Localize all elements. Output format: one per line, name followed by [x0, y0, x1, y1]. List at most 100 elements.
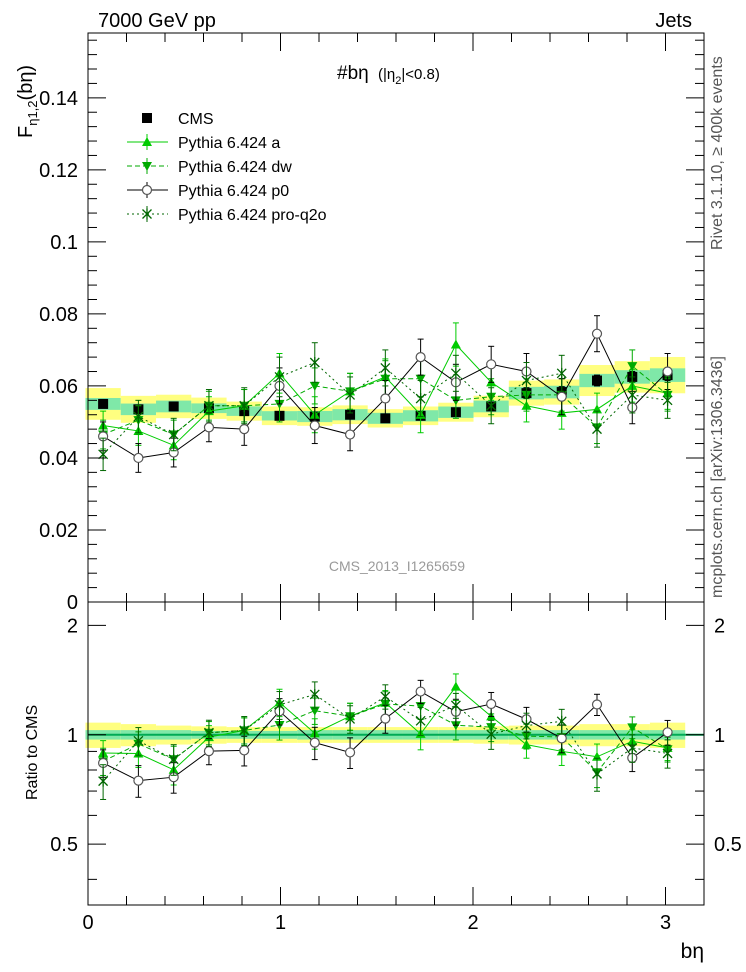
series-2-ratio-point [309, 706, 320, 716]
series-4-ratio [98, 681, 673, 800]
ratio-y-tick-label: 1 [67, 725, 78, 747]
series-0-main-point [168, 401, 179, 412]
series-3-main-point [380, 393, 391, 404]
main-y-axis-label: Fη1,2(bη) [15, 65, 40, 138]
series-4-ratio-point [662, 747, 673, 759]
series-4-main-point [203, 400, 214, 412]
ratio-y-tick-label-right: 2 [714, 615, 725, 637]
main-y-tick-label: 0.08 [39, 304, 78, 326]
series-3-ratio-point [662, 727, 673, 738]
main-y-axis-label-post: (bη) [15, 65, 37, 101]
series-4-main-point [627, 389, 638, 401]
series-0-main-point [380, 413, 391, 424]
series-1-main-point [450, 339, 461, 349]
series-3-main-point [133, 452, 144, 464]
series-3-main-point [556, 391, 567, 402]
plot-title-main: #bη [337, 63, 369, 84]
series-4-ratio-point [450, 699, 461, 711]
series-3-main-point [591, 328, 603, 339]
x-axis-label: bη [681, 940, 704, 963]
ratio-y-tick-label-right: 0.5 [714, 834, 742, 856]
series-4-main-point [133, 411, 144, 423]
series-3-main-point [344, 429, 356, 440]
main-y-tick-label: 0 [67, 592, 78, 614]
main-y-tick-label: 0.12 [39, 160, 78, 182]
series-4-main-point [662, 394, 673, 406]
main-y-tick-label: 0.14 [39, 88, 78, 110]
series-4-ratio-point [239, 724, 250, 736]
series-4-ratio-point [627, 742, 638, 754]
legend-label-1: Pythia 6.424 a [178, 135, 280, 152]
series-4-ratio-point [274, 699, 285, 711]
ratio-y-tick-label: 2 [67, 615, 78, 637]
series-0-main-point [98, 398, 109, 409]
series-4-main-point [380, 362, 391, 374]
series-4-main-point [168, 429, 179, 441]
main-y-tick-label: 0.02 [39, 520, 78, 542]
main-y-axis-label-main: F [15, 126, 37, 138]
legend-marker-2 [142, 162, 152, 171]
legend-label-3: Pythia 6.424 p0 [178, 183, 289, 200]
series-4-main-point [415, 393, 426, 405]
series-4-main-point [450, 367, 461, 379]
axis-ticks: 0 1 2 3 0 0.02 0.04 0.06 0.08 0.1 0.12 0.14 0.5 0.5 1 1… [39, 33, 742, 934]
plot-title-cut-pre: (|η [378, 66, 395, 83]
series-3-ratio-point [203, 746, 215, 757]
ratio-panel-series [98, 673, 673, 800]
series-4-main-point [239, 400, 250, 412]
side-label-top: Rivet 3.1.10, ≥ 400k events [709, 56, 726, 250]
series-3-main-point [415, 352, 426, 363]
series-4-main-point [309, 357, 320, 369]
series-4-ratio-point [168, 753, 179, 765]
main-y-tick-label: 0.1 [50, 232, 78, 254]
main-y-axis-label-sub: η1,2 [25, 100, 40, 125]
ratio-y-tick-label: 0.5 [50, 834, 78, 856]
series-4-ratio-point [415, 715, 426, 727]
series-4-main-point [486, 400, 497, 412]
series-3-main-point [662, 366, 673, 377]
series-3-ratio-point [415, 686, 426, 697]
header-right: Jets [655, 10, 692, 32]
series-1-ratio-point [450, 681, 461, 691]
series-4-ratio-point [203, 727, 214, 739]
legend-label-0: CMS [178, 111, 214, 128]
series-2-ratio-point [627, 723, 638, 733]
ratio-y-axis-label: Ratio to CMS [24, 705, 41, 800]
series-4-main-point [345, 389, 356, 401]
x-tick-label: 2 [467, 912, 478, 934]
series-4-ratio-point [592, 768, 602, 780]
series-4-ratio-point [133, 735, 144, 747]
analysis-watermark: CMS_2013_I1265659 [329, 558, 465, 574]
series-4-ratio-point [486, 728, 497, 740]
series-3-main-point [309, 420, 320, 431]
plot-title-cut-post: |<0.8) [401, 66, 440, 83]
legend-marker-0 [142, 113, 152, 123]
series-3-ratio-point [133, 775, 144, 786]
series-3-ratio-point [591, 699, 603, 710]
series-4-main-point [592, 423, 602, 435]
main-panel-series [98, 315, 673, 473]
series-2-main-point [627, 362, 638, 372]
series-3-ratio-point [486, 698, 497, 710]
series-0-main-point [345, 409, 356, 420]
header-left: 7000 GeV pp [98, 10, 216, 32]
plot-title-cut-sub: 2 [395, 75, 401, 87]
series-3-ratio-point [239, 745, 250, 756]
series-3-main-point [203, 422, 215, 433]
series-3-ratio-point [556, 733, 567, 744]
series-3-ratio-point [309, 737, 320, 748]
legend-label-4: Pythia 6.424 pro-q2o [178, 207, 327, 224]
legend: CMS Pythia 6.424 a Pythia 6.424 dw Pythia 6… [127, 111, 327, 224]
series-4-main-line [102, 361, 668, 455]
series-4-ratio-point [345, 713, 356, 725]
side-label-bottom: mcplots.cern.ch [arXiv:1306.3436] [709, 356, 726, 598]
series-3-ratio-point [380, 713, 391, 724]
series-0-main-point [592, 375, 603, 386]
x-tick-label: 3 [660, 912, 671, 934]
series-3-ratio-point [344, 747, 356, 758]
series-3-main-point [486, 359, 497, 370]
legend-marker-4 [142, 208, 152, 220]
ratio-y-tick-label-right: 1 [714, 725, 725, 747]
series-3-main-point [239, 424, 250, 435]
